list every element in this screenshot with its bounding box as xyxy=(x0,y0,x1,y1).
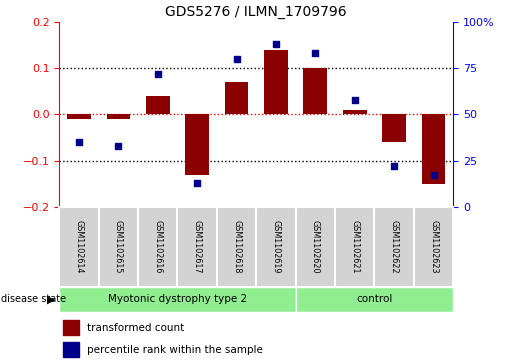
FancyBboxPatch shape xyxy=(99,207,138,287)
Bar xyxy=(382,114,406,142)
Text: GSM1102615: GSM1102615 xyxy=(114,220,123,274)
Text: GSM1102616: GSM1102616 xyxy=(153,220,162,274)
FancyBboxPatch shape xyxy=(296,207,335,287)
Bar xyxy=(343,110,367,114)
Text: GSM1102621: GSM1102621 xyxy=(350,220,359,274)
Bar xyxy=(185,114,209,175)
Bar xyxy=(146,96,169,114)
Point xyxy=(232,56,241,62)
Bar xyxy=(303,68,327,114)
Point xyxy=(193,180,201,186)
FancyBboxPatch shape xyxy=(217,207,256,287)
Point xyxy=(272,41,280,47)
Text: GSM1102622: GSM1102622 xyxy=(390,220,399,274)
Text: GSM1102618: GSM1102618 xyxy=(232,220,241,274)
Point xyxy=(75,139,83,145)
Bar xyxy=(225,82,248,114)
Text: GSM1102623: GSM1102623 xyxy=(429,220,438,274)
Text: percentile rank within the sample: percentile rank within the sample xyxy=(87,345,263,355)
Text: control: control xyxy=(356,294,392,305)
Point xyxy=(311,50,319,56)
Text: GSM1102614: GSM1102614 xyxy=(75,220,83,274)
FancyBboxPatch shape xyxy=(335,207,374,287)
Bar xyxy=(63,342,79,357)
Point xyxy=(390,163,398,169)
FancyBboxPatch shape xyxy=(374,207,414,287)
Text: GSM1102617: GSM1102617 xyxy=(193,220,201,274)
Text: transformed count: transformed count xyxy=(87,323,184,333)
Text: disease state: disease state xyxy=(1,294,66,305)
FancyBboxPatch shape xyxy=(296,287,453,312)
Bar xyxy=(264,50,288,114)
FancyBboxPatch shape xyxy=(256,207,296,287)
FancyBboxPatch shape xyxy=(138,207,177,287)
Bar xyxy=(67,114,91,119)
FancyBboxPatch shape xyxy=(59,287,296,312)
Point xyxy=(430,172,438,178)
FancyBboxPatch shape xyxy=(177,207,217,287)
Bar xyxy=(63,320,79,335)
Point xyxy=(153,71,162,77)
Bar xyxy=(422,114,445,184)
Point xyxy=(351,97,359,102)
FancyBboxPatch shape xyxy=(59,207,99,287)
Text: Myotonic dystrophy type 2: Myotonic dystrophy type 2 xyxy=(108,294,247,305)
Text: ▶: ▶ xyxy=(47,294,56,305)
FancyBboxPatch shape xyxy=(414,207,453,287)
Title: GDS5276 / ILMN_1709796: GDS5276 / ILMN_1709796 xyxy=(165,5,347,19)
Text: GSM1102620: GSM1102620 xyxy=(311,220,320,274)
Point xyxy=(114,143,123,149)
Text: GSM1102619: GSM1102619 xyxy=(271,220,280,274)
Bar xyxy=(107,114,130,119)
